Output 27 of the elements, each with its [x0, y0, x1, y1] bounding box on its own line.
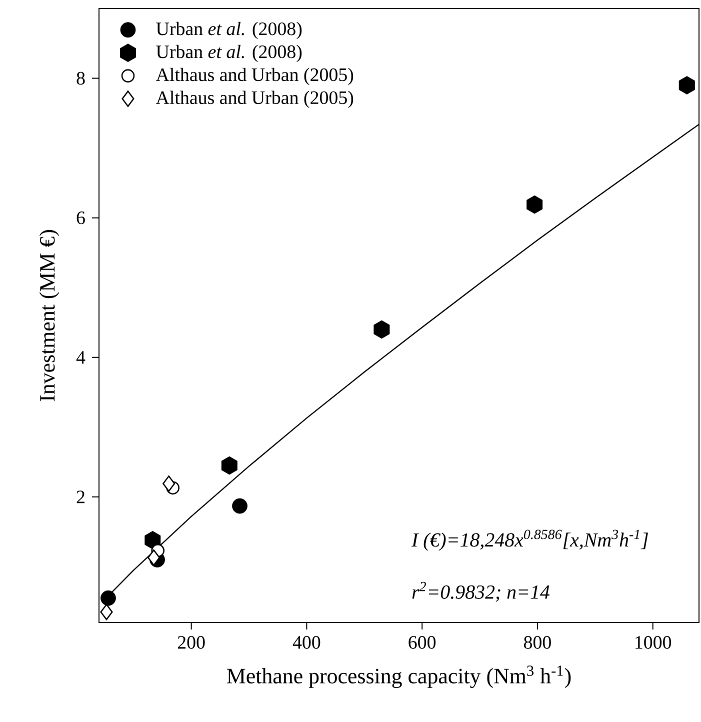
annotation: r$^{2}$=0.9832; n=14 — [412, 582, 550, 602]
legend-label: Althaus and Urban (2005) — [156, 90, 354, 108]
x-tick-label: 1000 — [636, 636, 672, 649]
y-tick-label: 4 — [76, 351, 86, 364]
point — [100, 590, 116, 606]
legend-label: Althaus and Urban (2005) — [156, 68, 354, 85]
point — [162, 476, 176, 492]
x-tick-label: 400 — [292, 636, 320, 649]
x-tick-label: 200 — [178, 636, 205, 649]
point — [148, 549, 160, 566]
point — [221, 456, 238, 475]
legend-label: Urban et al. (2008) — [156, 44, 302, 62]
y-tick-label: 2 — [76, 490, 84, 504]
point — [526, 195, 543, 214]
x-axis-title: Methane processing capacity (Nm$^{3}$ h$^{-1}$) — [227, 666, 571, 688]
point — [678, 76, 695, 94]
x-tick-label: 800 — [524, 636, 551, 649]
point — [100, 604, 113, 620]
y-tick-label: 6 — [76, 211, 85, 224]
point — [144, 530, 161, 550]
y-tick-label: 8 — [76, 72, 85, 85]
x-tick-label: 600 — [408, 636, 436, 649]
point — [232, 498, 248, 514]
point — [374, 320, 390, 339]
y-axis-title: Investment (MM €) — [39, 230, 60, 402]
legend-label: Urban et al. (2008) — [156, 22, 302, 40]
annotation: I (€)=18,248x$^{0.8586}$[x,Nm$^{3}$h$^{-1}$] — [411, 530, 648, 551]
